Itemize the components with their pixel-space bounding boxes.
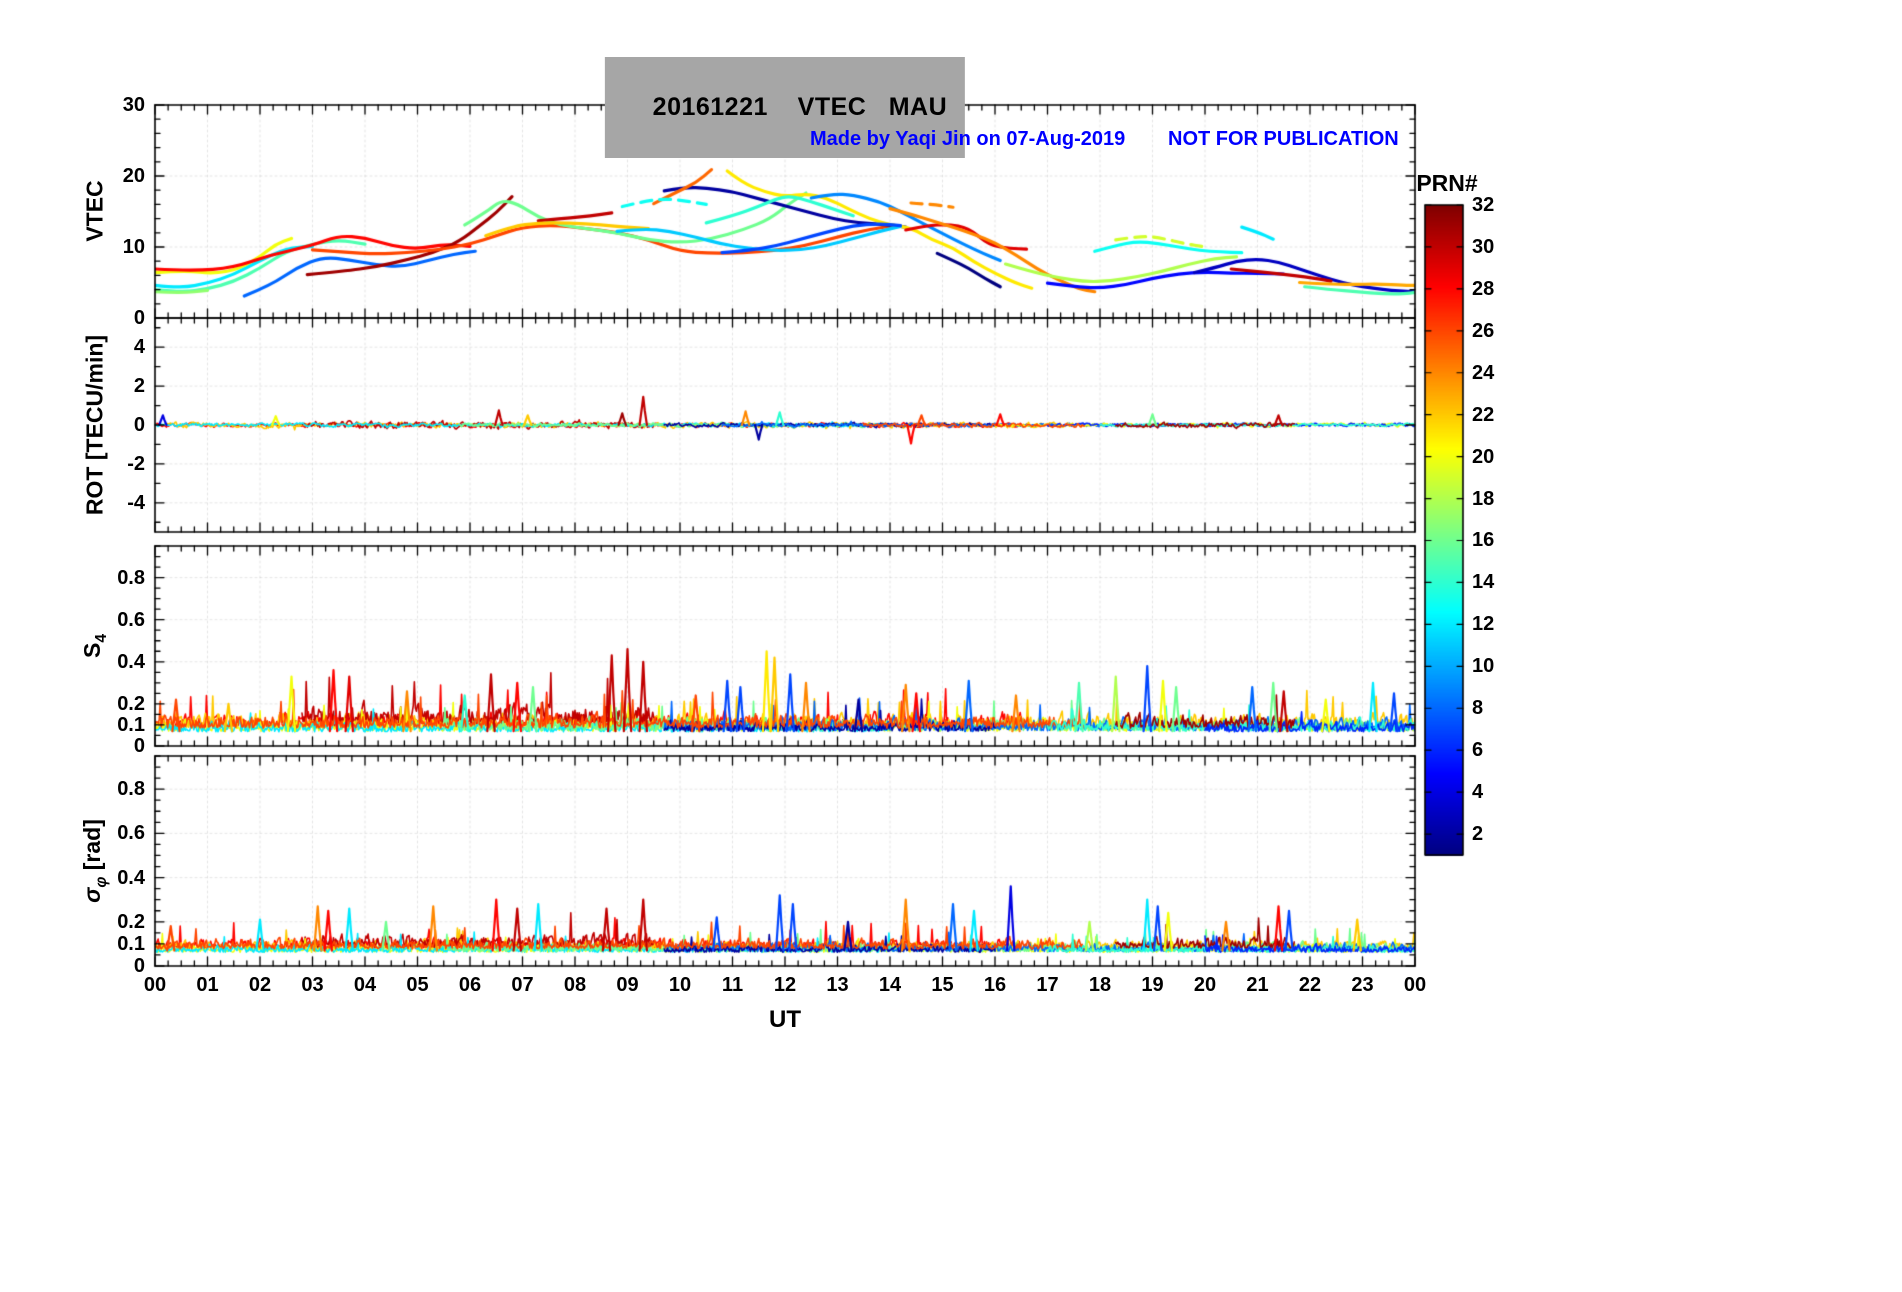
x-tick-label: 04 xyxy=(353,974,377,996)
colorbar-tick-label: 26 xyxy=(1472,319,1495,342)
colorbar-tick-label: 16 xyxy=(1472,529,1495,552)
y-tick-label: 0 xyxy=(133,307,145,329)
plot-title: 20161221 VTEC MAU xyxy=(604,57,966,158)
colorbar-tick-label: 10 xyxy=(1472,655,1495,678)
x-tick-label: 11 xyxy=(721,974,744,996)
y-tick-label: 0.2 xyxy=(117,692,145,715)
x-tick-label: 14 xyxy=(878,974,902,996)
colorbar-tick-label: 22 xyxy=(1472,403,1495,426)
x-tick-label: 08 xyxy=(563,974,587,996)
colorbar-tick-label: 14 xyxy=(1472,571,1495,594)
y-tick-label: 20 xyxy=(122,165,145,187)
x-tick-label: 15 xyxy=(931,974,954,996)
x-tick-label: 22 xyxy=(1298,974,1322,996)
warning-annotation: NOT FOR PUBLICATION xyxy=(1168,128,1399,150)
y-tick-label: 0.6 xyxy=(117,608,145,631)
y-tick-label: 0.4 xyxy=(117,866,145,889)
colorbar-tick-label: 24 xyxy=(1472,361,1495,384)
y-axis-label-vtec: VTEC xyxy=(81,180,108,242)
x-tick-label: 16 xyxy=(983,974,1007,996)
y-tick-label: -2 xyxy=(127,452,145,475)
y-tick-label: 0.8 xyxy=(117,566,145,589)
x-tick-label: 00 xyxy=(143,974,167,996)
colorbar-tick-label: 8 xyxy=(1472,697,1484,720)
x-axis-label: UT xyxy=(769,1006,801,1033)
y-tick-label: 0.1 xyxy=(117,932,145,955)
y-tick-label: 0 xyxy=(133,955,145,977)
x-tick-label: 23 xyxy=(1351,974,1374,996)
x-tick-label: 20 xyxy=(1193,974,1217,996)
y-tick-label: 0.2 xyxy=(117,910,145,933)
x-tick-label: 02 xyxy=(248,974,272,996)
x-tick-label: 17 xyxy=(1036,974,1059,996)
colorbar-tick-label: 28 xyxy=(1472,277,1495,300)
x-tick-label: 01 xyxy=(196,974,219,996)
x-tick-label: 06 xyxy=(458,974,482,996)
y-tick-label: 30 xyxy=(122,94,145,116)
credit-annotation: Made by Yaqi Jin on 07-Aug-2019 xyxy=(810,128,1126,150)
colorbar-tick-label: 18 xyxy=(1472,487,1495,510)
plot-title-text: 20161221 VTEC MAU xyxy=(652,93,948,121)
colorbar-tick-label: 30 xyxy=(1472,235,1495,258)
y-tick-label: 2 xyxy=(133,375,145,398)
x-tick-label: 07 xyxy=(511,974,534,996)
colorbar-tick-label: 12 xyxy=(1472,613,1495,636)
x-tick-label: 19 xyxy=(1141,974,1164,996)
colorbar-tick-label: 2 xyxy=(1472,823,1484,846)
x-tick-label: 05 xyxy=(406,974,429,996)
colorbar-tick-label: 20 xyxy=(1472,445,1495,468)
x-tick-label: 21 xyxy=(1246,974,1269,996)
colorbar-label: PRN# xyxy=(1416,170,1478,196)
y-tick-label: 4 xyxy=(133,336,145,359)
x-tick-label: 13 xyxy=(826,974,849,996)
y-tick-label: 0.4 xyxy=(117,650,145,673)
x-tick-label: 12 xyxy=(773,974,797,996)
x-tick-label: 09 xyxy=(616,974,639,996)
x-tick-label: 10 xyxy=(668,974,692,996)
y-tick-label: 10 xyxy=(122,236,145,258)
y-tick-label: -4 xyxy=(127,491,145,514)
y-tick-label: 0 xyxy=(133,735,145,757)
y-tick-label: 0.8 xyxy=(117,778,145,801)
x-tick-label: 00 xyxy=(1403,974,1427,996)
y-tick-label: 0.6 xyxy=(117,822,145,845)
y-tick-label: 0 xyxy=(133,414,145,436)
colorbar-tick-label: 6 xyxy=(1472,739,1484,762)
colorbar-tick-label: 4 xyxy=(1472,781,1484,804)
colorbar-tick-label: 32 xyxy=(1472,194,1495,216)
y-tick-label: 0.1 xyxy=(117,713,145,736)
x-tick-label: 18 xyxy=(1088,974,1112,996)
x-tick-label: 03 xyxy=(301,974,324,996)
